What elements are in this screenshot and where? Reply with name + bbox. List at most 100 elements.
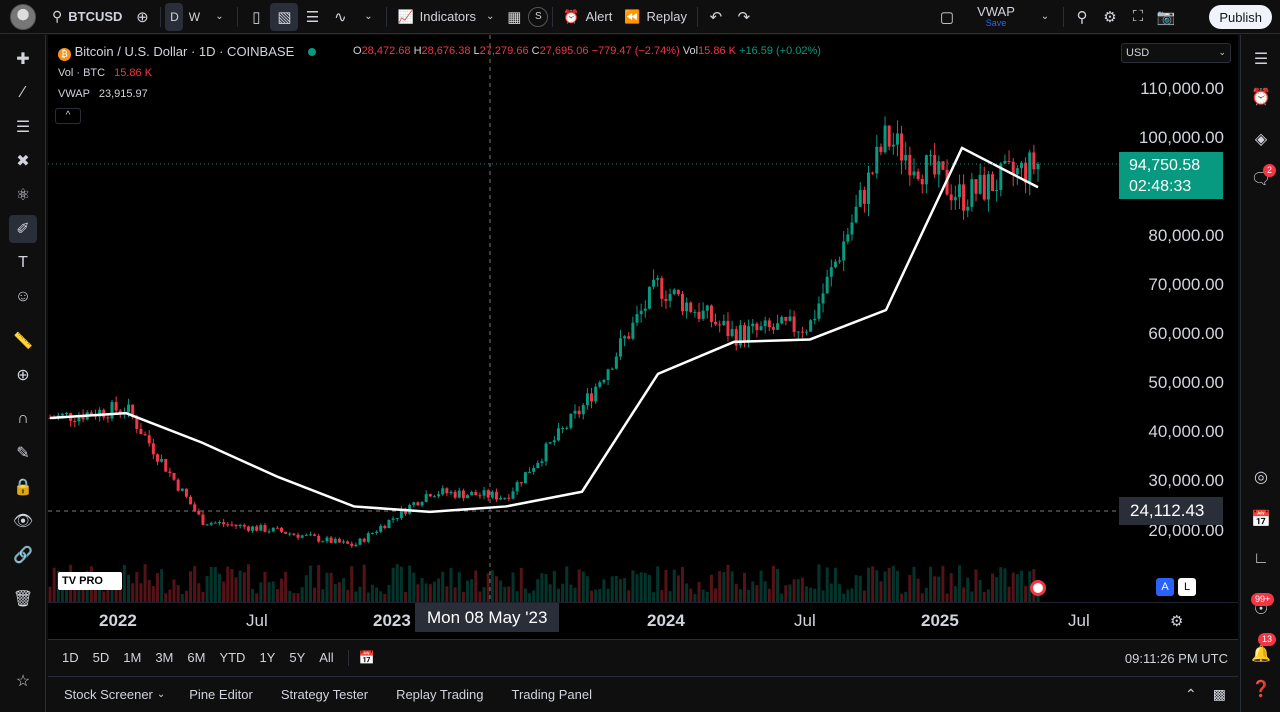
range-3m[interactable]: 3M <box>155 650 174 665</box>
currency-select[interactable]: USD ⌄ <box>1121 43 1231 63</box>
link-icon[interactable]: 🔗 <box>13 547 33 564</box>
layout-save-button[interactable]: VWAP Save <box>961 0 1031 34</box>
indicators-icon: 📈 <box>397 8 414 24</box>
range-1y[interactable]: 1Y <box>259 650 276 665</box>
lock-icon[interactable]: 🔒 <box>13 479 33 496</box>
emoji-icon[interactable]: ☺ <box>14 288 32 305</box>
goto-date-calendar-icon[interactable]: 📅 <box>347 649 375 666</box>
range-5d[interactable]: 5D <box>92 650 110 665</box>
line-chart-style-icon[interactable]: ∿ <box>334 8 347 26</box>
text-tool-icon[interactable]: T <box>18 254 28 271</box>
tab-trading-panel[interactable]: Trading Panel <box>511 687 592 702</box>
volume-bar <box>970 591 974 602</box>
log-scale-button[interactable]: L <box>1178 578 1196 596</box>
undo-icon[interactable]: ↶ <box>709 8 723 26</box>
alerts-clock-icon[interactable]: ⏰ <box>1251 89 1271 106</box>
magnet-icon[interactable]: ∩ <box>17 410 29 427</box>
auto-scale-button[interactable]: A <box>1156 578 1174 596</box>
tab-replay-trading[interactable]: Replay Trading <box>396 687 484 702</box>
volume-bar <box>709 574 713 602</box>
volume-study-label: Vol · BTC <box>58 67 106 79</box>
axis-settings-icon[interactable]: ⚙ <box>1170 613 1184 630</box>
replay-button[interactable]: ⏪ Replay <box>618 0 693 34</box>
templates-grid-icon[interactable]: ▦ <box>507 8 522 26</box>
zoom-in-icon[interactable]: ⊕ <box>16 367 30 384</box>
range-all[interactable]: All <box>319 650 334 665</box>
fullscreen-icon[interactable]: ⛶ <box>1132 8 1144 25</box>
chart-pulse-icon[interactable]: ∟ <box>1253 550 1269 567</box>
trend-line-icon[interactable]: ∕ <box>21 84 25 101</box>
trash-icon[interactable]: 🗑 <box>12 591 34 608</box>
user-avatar[interactable] <box>10 3 36 30</box>
layout-chevron-icon[interactable]: ⌄ <box>1040 11 1050 22</box>
script-s-icon[interactable]: S <box>528 6 549 27</box>
volume-bar <box>362 564 366 602</box>
volume-bar <box>895 570 899 602</box>
layers-icon[interactable]: ◈ <box>1254 131 1268 148</box>
maximize-panel-icon[interactable]: ▩ <box>1212 686 1226 702</box>
compare-add-icon[interactable]: ⊕ <box>136 8 149 26</box>
clock[interactable]: 09:11:26 PM UTC <box>1124 651 1228 666</box>
prediction-icon[interactable]: ⚛ <box>15 187 31 204</box>
bell-icon[interactable]: 🔔 <box>1251 646 1271 663</box>
legend-collapse-button[interactable]: ^ <box>55 108 81 124</box>
publish-button[interactable]: Publish <box>1209 5 1272 29</box>
volume-bar <box>528 593 532 602</box>
help-icon[interactable]: ❓ <box>1251 681 1271 698</box>
redo-icon[interactable]: ↷ <box>737 8 751 26</box>
volume-bar <box>234 577 238 602</box>
symbol-search[interactable]: ⚲ BTCUSD <box>46 0 128 34</box>
tab-strategy-tester[interactable]: Strategy Tester <box>280 687 369 702</box>
tab-pine-editor[interactable]: Pine Editor <box>189 687 253 702</box>
tab-stock-screener[interactable]: Stock Screener <box>64 687 153 702</box>
pencil-lock-icon[interactable]: ✎ <box>16 445 30 462</box>
indicators-button[interactable]: 📈 Indicators ⌄ <box>391 0 500 34</box>
candle-body <box>317 535 321 542</box>
chevron-down-icon[interactable]: ⌄ <box>215 11 224 22</box>
range-5y[interactable]: 5Y <box>289 650 306 665</box>
candle-chart-style-icon[interactable]: ▧ <box>270 2 299 31</box>
alert-button[interactable]: ⏰ Alert <box>557 0 618 34</box>
layout-square-icon[interactable]: ▢ <box>939 8 955 26</box>
range-6m[interactable]: 6M <box>187 650 206 665</box>
settings-gear-icon[interactable]: ⚙ <box>1103 8 1117 26</box>
pattern-icon[interactable]: ✖ <box>16 153 30 170</box>
eye-icon[interactable]: 👁 <box>12 513 34 530</box>
range-1d[interactable]: 1D <box>62 650 79 665</box>
divider <box>1063 6 1064 27</box>
ohlc-c-label: C <box>531 45 540 57</box>
time-axis[interactable]: 2022 Jul 2023 2024 Jul 2025 Jul Mon 08 M… <box>48 602 1238 638</box>
quick-search-icon[interactable]: ⚲ <box>1076 8 1088 26</box>
price-chart[interactable] <box>48 35 1118 602</box>
volume-bar <box>1007 586 1011 602</box>
candle-body <box>499 497 503 500</box>
candle-body <box>561 428 565 430</box>
hollow-bars-icon[interactable]: ☰ <box>305 8 320 26</box>
volume-bar <box>387 584 391 602</box>
chevron-down-icon[interactable]: ⌄ <box>156 689 166 700</box>
watchlist-icon[interactable]: ☰ <box>1253 51 1269 68</box>
chevron-up-icon[interactable]: ⌃ <box>1185 686 1197 702</box>
volume-bar <box>375 587 379 602</box>
volume-bar <box>879 581 883 602</box>
target-icon[interactable]: ◎ <box>1254 469 1268 486</box>
crosshair-icon[interactable]: ✚ <box>16 51 30 68</box>
volume-bar <box>461 591 465 602</box>
brush-icon[interactable]: ✐ <box>9 215 37 243</box>
bar-chart-style-icon[interactable]: ▯ <box>252 8 261 26</box>
interval-d-button[interactable]: D <box>165 2 184 31</box>
candle-body <box>552 440 556 443</box>
range-1m[interactable]: 1M <box>123 650 142 665</box>
interval-w-button[interactable]: W <box>188 9 201 24</box>
ruler-icon[interactable]: 📏 <box>13 333 33 350</box>
fib-retracement-icon[interactable]: ☰ <box>15 119 31 136</box>
volume-bar <box>205 575 209 602</box>
star-favorites-icon[interactable]: ☆ <box>15 673 31 690</box>
chart-pane[interactable]: ₿ Bitcoin / U.S. Dollar · 1D · COINBASE … <box>48 35 1238 639</box>
camera-snapshot-icon[interactable]: 📷 <box>1156 8 1176 26</box>
candle-body <box>627 336 631 339</box>
calendar-icon[interactable]: 📅 <box>1251 511 1271 528</box>
chart-type-chevron-icon[interactable]: ⌄ <box>364 11 373 22</box>
vol-change: +16.59 (+0.02%) <box>739 45 821 57</box>
range-ytd[interactable]: YTD <box>219 650 246 665</box>
